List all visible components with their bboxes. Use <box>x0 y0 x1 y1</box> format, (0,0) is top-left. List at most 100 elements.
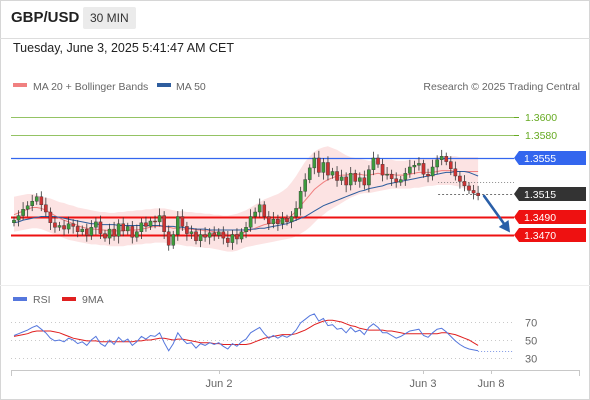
candle <box>194 228 198 245</box>
candle <box>294 201 298 221</box>
candle-body <box>148 220 153 227</box>
candle <box>307 164 312 184</box>
candle <box>458 171 462 189</box>
candle <box>408 159 412 178</box>
candle <box>348 167 353 191</box>
candle <box>125 222 130 235</box>
candle-body <box>344 176 348 186</box>
candle <box>380 158 385 182</box>
level-tag-label: 1.3470 <box>524 230 556 242</box>
candle-body <box>294 208 298 217</box>
candle <box>226 230 230 248</box>
candle-body <box>449 161 453 170</box>
candle-body <box>207 232 212 238</box>
candle-body <box>34 196 39 202</box>
candle <box>71 219 75 234</box>
candle <box>267 211 271 230</box>
candle <box>180 209 185 231</box>
rsi-legend-swatch <box>13 297 27 301</box>
rsi-level-label: 70 <box>525 318 537 330</box>
candle-body <box>153 220 157 223</box>
candle <box>84 223 89 242</box>
candle-body <box>380 164 385 176</box>
candle-body <box>298 191 303 209</box>
candle <box>449 156 453 176</box>
candle-body <box>194 231 198 242</box>
candle-body <box>394 178 399 183</box>
candle-body <box>317 157 321 173</box>
candle <box>321 158 326 180</box>
credit-label: Research © 2025 Trading Central <box>423 81 580 93</box>
candle <box>80 225 85 236</box>
candle <box>135 224 139 242</box>
level-tag-label: 1.3555 <box>524 153 556 165</box>
candle <box>471 185 476 200</box>
level-tags: 1.3600 1.3580 1.3555 1.3515 1.3490 1.3470 <box>514 112 586 242</box>
candle <box>39 191 44 212</box>
candle <box>358 172 362 188</box>
candle-body <box>226 237 230 243</box>
candle <box>48 207 53 230</box>
candle <box>34 193 39 205</box>
candle <box>53 216 57 233</box>
candle <box>198 229 203 248</box>
candle-body <box>171 234 176 246</box>
candle-body <box>398 179 403 183</box>
candle-body <box>44 204 48 213</box>
candle-body <box>216 231 221 236</box>
candle-body <box>267 216 271 224</box>
candle <box>253 207 257 224</box>
projection-arrow-head <box>498 220 510 233</box>
candle <box>244 221 248 239</box>
candle <box>367 165 371 193</box>
candle <box>362 170 367 190</box>
candle-body <box>339 176 344 181</box>
candle-body <box>239 231 244 240</box>
candle-body <box>53 222 57 228</box>
candle-body <box>144 222 148 227</box>
candle <box>189 225 194 239</box>
candle <box>162 211 166 239</box>
candle-body <box>75 226 80 232</box>
candle <box>221 226 226 245</box>
level-label: 1.3600 <box>525 112 557 124</box>
candle <box>175 211 180 241</box>
candle-body <box>180 216 185 227</box>
candle <box>25 201 30 217</box>
candle <box>317 150 321 177</box>
candlesticks <box>12 149 480 251</box>
candle-body <box>321 162 326 173</box>
candle-body <box>276 218 280 224</box>
candle-body <box>157 215 162 223</box>
candle-body <box>458 175 462 182</box>
candle <box>435 155 439 175</box>
candle-body <box>57 225 62 228</box>
candle-body <box>426 173 430 177</box>
candle <box>16 210 21 227</box>
candle <box>248 209 253 232</box>
rsi-line <box>13 313 479 352</box>
candle <box>335 166 339 187</box>
candle <box>280 212 285 230</box>
candle <box>271 212 276 229</box>
candle-body <box>107 228 112 239</box>
rsi-level-label: 50 <box>525 336 537 348</box>
candle-body <box>116 223 121 237</box>
candle <box>394 172 399 188</box>
candle <box>462 175 467 192</box>
candle-body <box>48 211 53 224</box>
candle <box>262 201 267 221</box>
timeframe-badge[interactable]: 30 MIN <box>83 7 136 29</box>
candle <box>312 152 317 175</box>
candle <box>444 152 449 166</box>
rsi-legend-label: RSI <box>33 294 51 306</box>
candle-body <box>307 167 312 180</box>
candle <box>139 218 144 239</box>
symbol-title: GBP/USD <box>11 9 80 26</box>
candle-body <box>385 173 389 176</box>
candle-body <box>244 227 248 233</box>
candle <box>285 214 289 226</box>
candle <box>216 228 221 239</box>
candle-body <box>166 231 171 246</box>
rsi-ma9-line <box>13 319 479 346</box>
